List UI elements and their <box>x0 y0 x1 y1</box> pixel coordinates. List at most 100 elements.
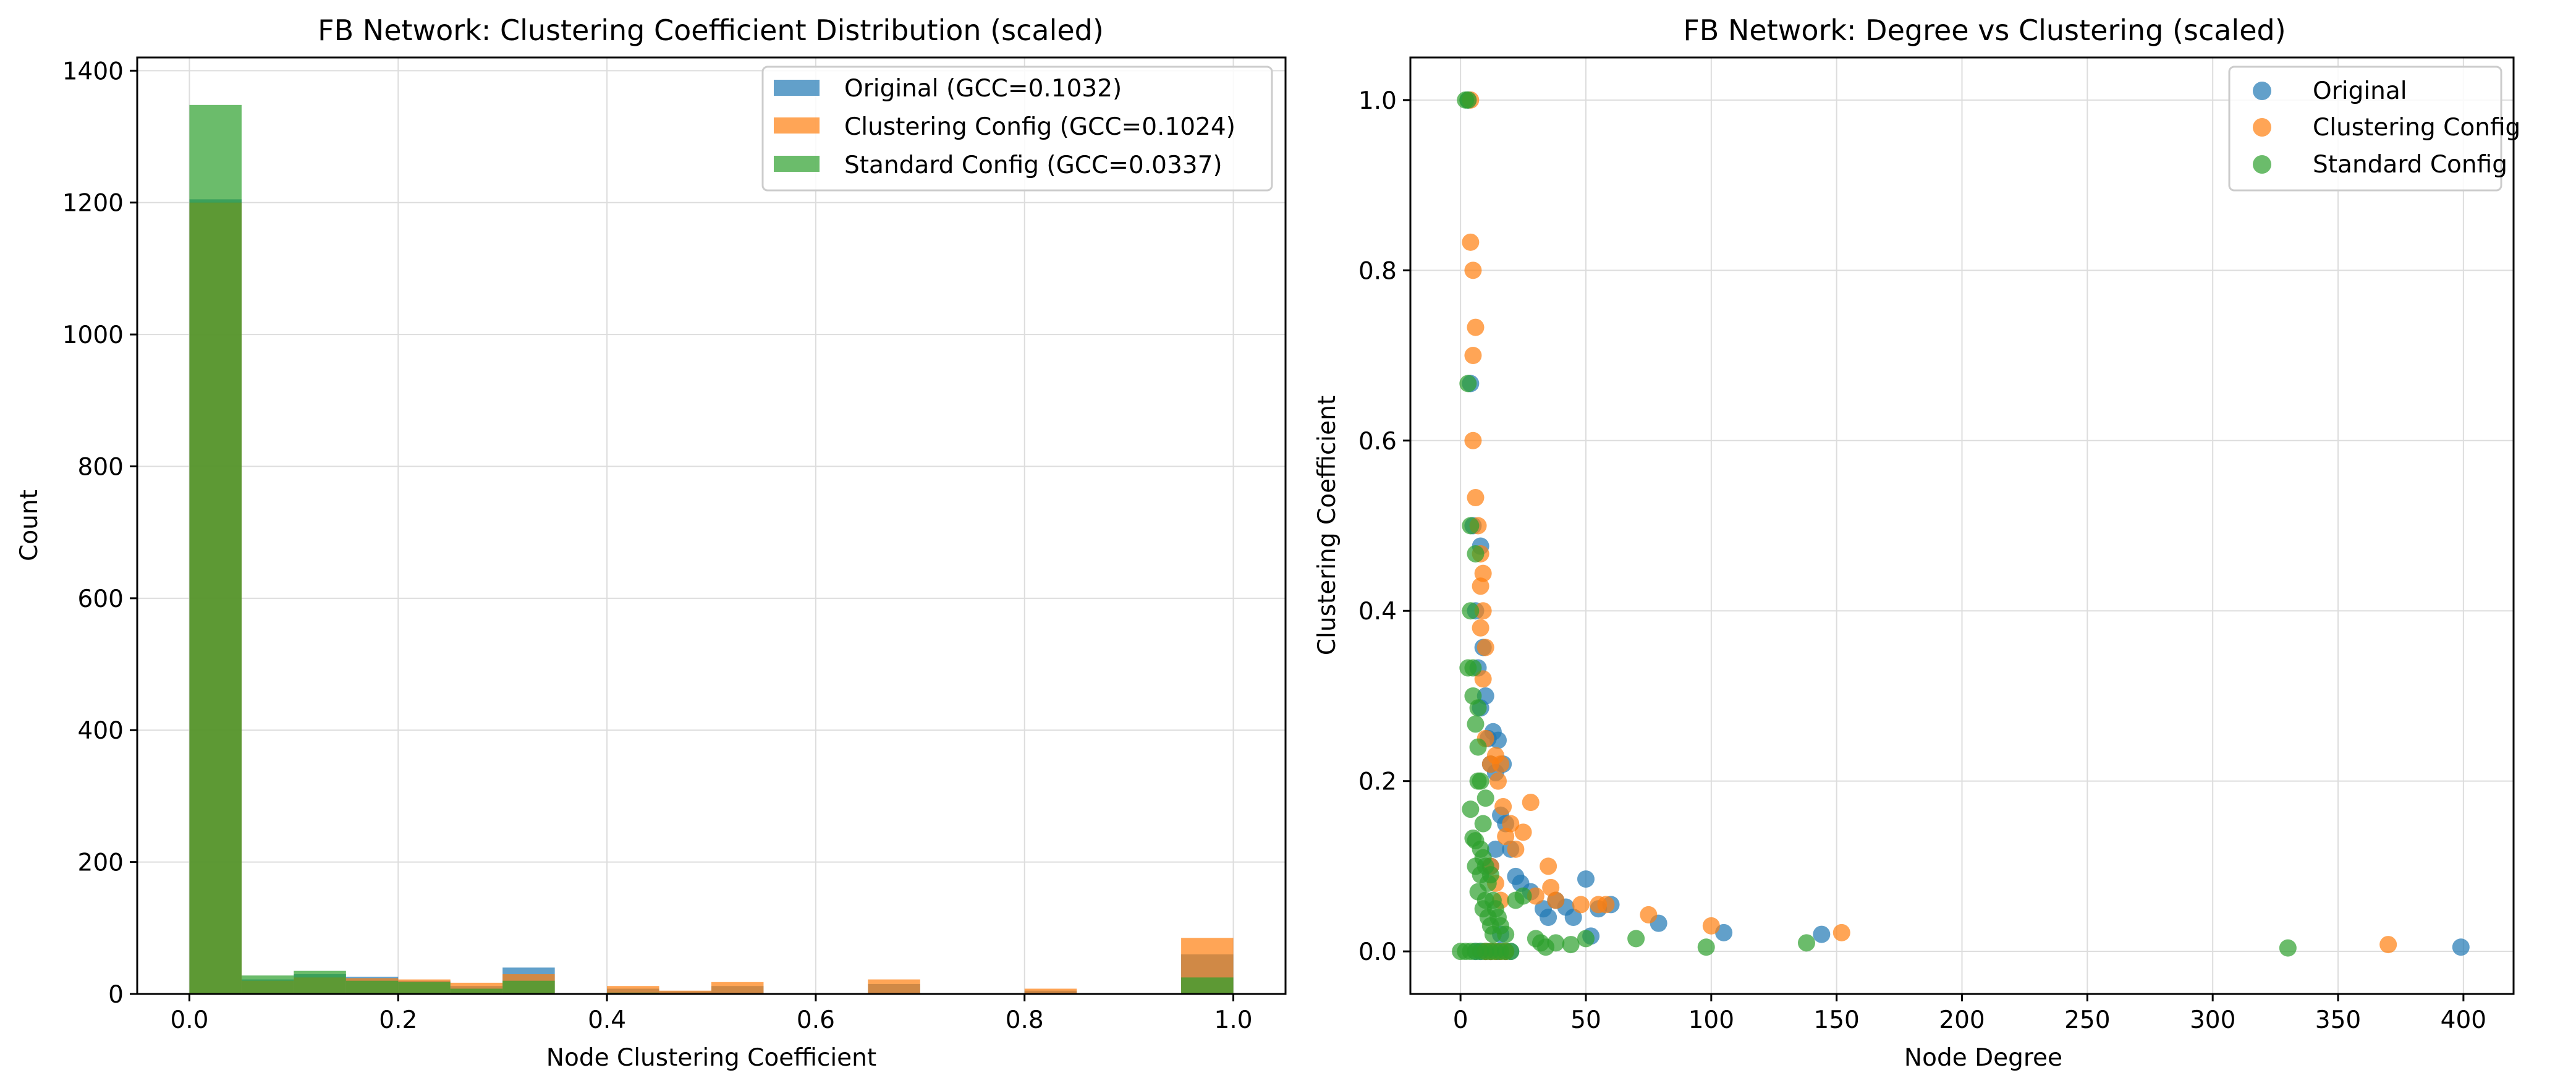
legend-label-standard-config: Standard Config <box>2313 151 2507 179</box>
histogram-legend: Original (GCC=0.1032) Clustering Config … <box>761 66 1273 192</box>
histogram-bar-clustering-config <box>1024 988 1077 994</box>
histogram-bar-standard-config <box>502 980 555 994</box>
scatter-point-clustering-config <box>2379 936 2397 954</box>
histogram-bar-clustering-config <box>868 979 920 994</box>
histogram-y-tick-label: 1400 <box>62 57 124 85</box>
scatter-point-standard-config <box>1627 930 1645 948</box>
scatter-point-clustering-config <box>1474 564 1492 582</box>
histogram-bar-standard-config <box>450 988 503 994</box>
scatter-point-standard-config <box>1462 800 1480 818</box>
scatter-point-standard-config <box>1697 938 1715 956</box>
histogram-bar-standard-config <box>398 982 451 994</box>
scatter-point-clustering-config <box>1597 896 1615 914</box>
scatter-point-standard-config <box>1547 934 1565 952</box>
scatter-point-standard-config <box>1484 925 1502 943</box>
histogram-bar-clustering-config <box>711 982 764 994</box>
histogram-bar-standard-config <box>345 980 399 994</box>
histogram-x-tick-label: 0.2 <box>379 1006 417 1034</box>
legend-swatch-standard-config <box>774 156 820 172</box>
scatter-point-original <box>1486 840 1504 858</box>
histogram-x-ticks: 0.0 0.2 0.4 0.6 0.8 1.0 <box>170 994 1253 1034</box>
scatter-panel: FB Network: Degree vs Clustering (scaled… <box>1313 14 2520 1072</box>
histogram-x-tick-label: 0.0 <box>170 1006 208 1034</box>
scatter-title: FB Network: Degree vs Clustering (scaled… <box>1683 14 2286 47</box>
histogram-title: FB Network: Clustering Coefficient Distr… <box>318 14 1104 47</box>
scatter-x-tick-label: 400 <box>2441 1006 2486 1034</box>
scatter-point-clustering-config <box>1514 823 1532 841</box>
scatter-point-standard-config <box>1474 815 1492 833</box>
scatter-y-tick-label: 0.4 <box>1358 598 1397 626</box>
histogram-y-tick-label: 800 <box>78 453 124 481</box>
scatter-point-standard-config <box>1797 934 1815 952</box>
scatter-point-standard-config <box>1459 375 1477 393</box>
histogram-x-tick-label: 1.0 <box>1214 1006 1253 1034</box>
scatter-x-tick-label: 0 <box>1453 1006 1468 1034</box>
scatter-x-tick-label: 150 <box>1813 1006 1859 1034</box>
scatter-point-original <box>1577 870 1595 888</box>
scatter-point-standard-config <box>1462 517 1480 535</box>
scatter-point-standard-config <box>1562 936 1580 954</box>
legend-marker-standard-config <box>2253 155 2271 174</box>
scatter-point-clustering-config <box>1474 602 1492 620</box>
scatter-y-tick-label: 0.6 <box>1358 428 1397 456</box>
histogram-bar-standard-config <box>241 975 294 994</box>
scatter-x-ticks: 0 50 100 150 200 250 300 350 400 <box>1453 994 2486 1034</box>
histogram-y-tick-label: 1000 <box>62 321 124 349</box>
histogram-y-tick-label: 1200 <box>62 190 124 218</box>
scatter-point-clustering-config <box>1702 917 1720 935</box>
scatter-point-clustering-config <box>1572 896 1590 914</box>
scatter-grid <box>1410 57 2514 994</box>
scatter-x-tick-label: 300 <box>2190 1006 2235 1034</box>
histogram-y-axis-label: Count <box>15 490 43 561</box>
scatter-point-clustering-config <box>1522 794 1540 812</box>
scatter-points <box>1452 91 2470 961</box>
scatter-point-clustering-config <box>1462 233 1480 251</box>
scatter-point-clustering-config <box>1832 923 1850 941</box>
scatter-point-clustering-config <box>1492 755 1510 773</box>
scatter-point-clustering-config <box>1527 887 1544 905</box>
scatter-y-ticks: 0.0 0.2 0.4 0.6 0.8 1.0 <box>1358 87 1410 966</box>
scatter-point-standard-config <box>1467 545 1485 562</box>
legend-label-clustering-config: Clustering Config (GCC=0.1024) <box>844 113 1235 141</box>
histogram-legend-box <box>761 66 1273 192</box>
scatter-legend-box <box>2228 66 2502 192</box>
scatter-point-standard-config <box>1472 866 1489 884</box>
histogram-bar-standard-config <box>294 970 346 994</box>
scatter-point-clustering-config <box>1477 639 1494 656</box>
scatter-point-standard-config <box>1467 715 1485 733</box>
histogram-grid <box>137 57 1286 995</box>
scatter-point-clustering-config <box>1467 318 1485 336</box>
scatter-x-tick-label: 200 <box>1939 1006 1985 1034</box>
scatter-x-axis-label: Node Degree <box>1904 1044 2062 1072</box>
histogram-y-tick-label: 400 <box>78 717 124 745</box>
scatter-point-standard-config <box>1469 699 1487 717</box>
scatter-point-clustering-config <box>1474 670 1492 688</box>
scatter-point-original <box>2452 938 2470 956</box>
scatter-point-clustering-config <box>1464 261 1482 279</box>
scatter-x-tick-label: 350 <box>2315 1006 2361 1034</box>
scatter-point-standard-config <box>1469 738 1487 756</box>
histogram-y-tick-label: 200 <box>78 849 124 877</box>
histogram-bars <box>189 104 1234 995</box>
scatter-point-original <box>1564 909 1582 927</box>
scatter-point-standard-config <box>2279 939 2297 957</box>
scatter-y-tick-label: 0.2 <box>1358 768 1397 796</box>
scatter-point-standard-config <box>1459 91 1477 109</box>
histogram-axes-frame <box>136 56 1287 995</box>
histogram-x-tick-label: 0.6 <box>797 1006 835 1034</box>
scatter-point-standard-config <box>1502 943 1520 961</box>
scatter-point-original <box>1813 925 1831 943</box>
scatter-x-tick-label: 50 <box>1570 1006 1601 1034</box>
histogram-bar-standard-config <box>189 104 242 994</box>
scatter-point-clustering-config <box>1489 772 1507 790</box>
histogram-y-tick-label: 0 <box>108 981 124 1009</box>
scatter-point-standard-config <box>1462 602 1480 620</box>
scatter-point-clustering-config <box>1464 347 1482 365</box>
scatter-point-standard-config <box>1459 659 1477 677</box>
scatter-point-standard-config <box>1467 832 1485 850</box>
histogram-bar-clustering-config <box>607 986 659 994</box>
histogram-panel: FB Network: Clustering Coefficient Distr… <box>15 14 1287 1072</box>
scatter-legend: Original Clustering Config Standard Conf… <box>2228 66 2520 192</box>
histogram-x-tick-label: 0.4 <box>588 1006 626 1034</box>
